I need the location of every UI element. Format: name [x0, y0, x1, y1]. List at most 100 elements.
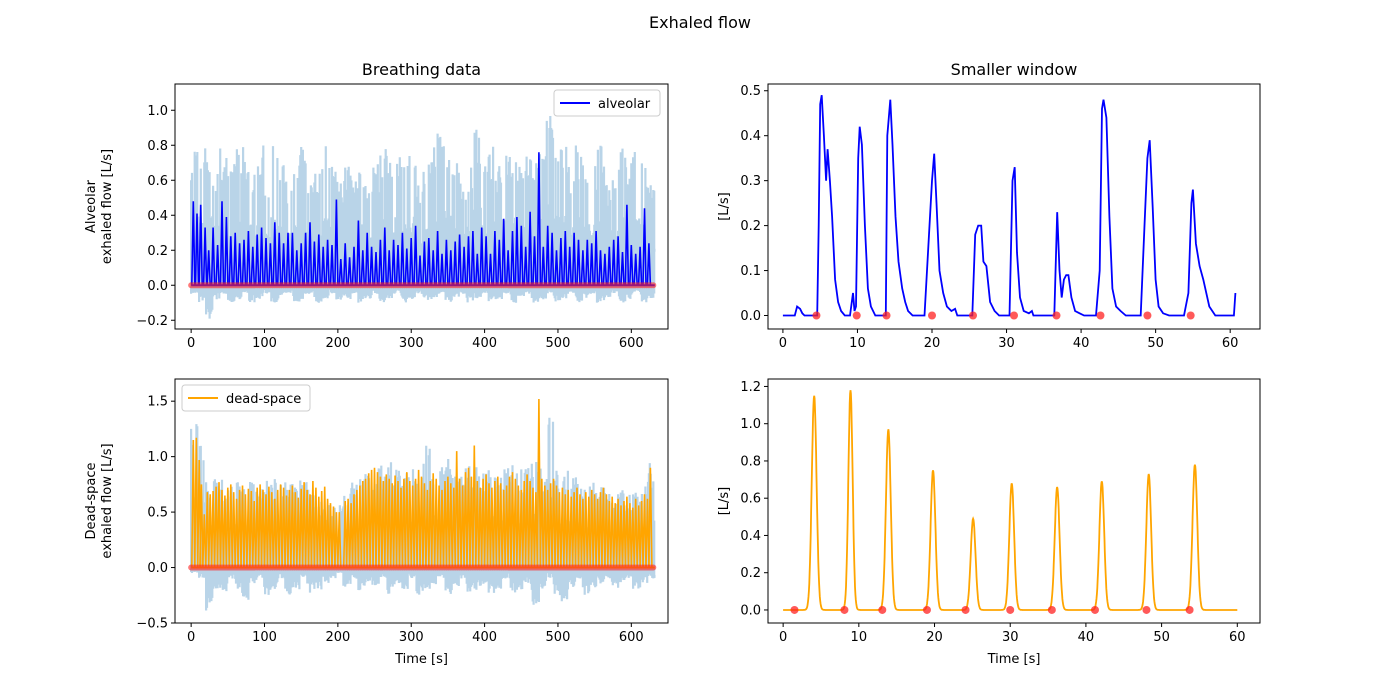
- x-tick-label: 0: [187, 630, 195, 645]
- breath-peak: [331, 506, 336, 568]
- breath-peak: [392, 475, 398, 568]
- breath-peak: [281, 487, 286, 568]
- breath-peak: [577, 494, 583, 568]
- breath-peak: [301, 482, 307, 568]
- breathing-data-dead-space-plot: 0 100 200 300 400 500 600 −0.5 0.0 0.5 1.0 1.5 Time …: [84, 378, 669, 667]
- breath-onset-marker: [928, 311, 936, 320]
- breath-peak: [389, 483, 395, 568]
- breath-peak: [269, 492, 275, 568]
- breath-peak: [360, 480, 366, 568]
- axes-frame: [174, 83, 669, 330]
- x-tick-label: 50: [1147, 336, 1164, 351]
- breath-peak: [290, 485, 295, 568]
- breath-peak: [320, 246, 326, 286]
- breath-peak: [574, 487, 580, 568]
- breath-peak: [620, 251, 625, 286]
- breath-peak: [505, 250, 511, 286]
- breath-peak: [410, 485, 415, 568]
- breath-peak: [554, 250, 559, 286]
- y-tick-label: 0.3: [740, 174, 761, 189]
- breath-peak: [384, 474, 389, 568]
- breath-peak: [548, 483, 553, 568]
- y-tick-label: 0.4: [740, 529, 761, 544]
- breath-peak: [479, 227, 484, 286]
- breath-peak: [351, 494, 357, 568]
- plot-area: [782, 95, 1237, 320]
- breath-peak: [312, 241, 317, 286]
- x-tick-label: 40: [1073, 336, 1090, 351]
- breath-peak: [276, 232, 282, 286]
- breath-peak: [480, 478, 486, 568]
- breath-peak: [417, 255, 423, 286]
- breath-peak: [589, 243, 594, 286]
- y-tick-label: 0.0: [740, 603, 761, 618]
- breath-peak: [435, 230, 440, 286]
- breath-peak: [241, 239, 247, 286]
- y-tick-label: 0.5: [740, 84, 761, 99]
- x-tick-label: 400: [472, 630, 497, 645]
- breath-peak: [313, 487, 319, 568]
- y-tick-label: −0.2: [136, 314, 168, 329]
- breath-peak: [568, 496, 574, 568]
- breath-onset-markers: [188, 282, 657, 289]
- breath-peak: [501, 218, 506, 286]
- breath-peak: [539, 478, 545, 568]
- breath-peak: [287, 489, 292, 568]
- breath-peak: [611, 239, 616, 286]
- breath-onset-marker: [812, 311, 821, 320]
- breath-peak: [445, 476, 451, 568]
- breath-peak: [510, 230, 515, 286]
- breath-peak: [498, 483, 503, 568]
- y-tick-label: 1.0: [147, 450, 168, 465]
- breath-peak: [275, 489, 280, 568]
- breath-peak: [470, 230, 476, 286]
- plot-area: [188, 398, 657, 611]
- breath-peak: [284, 495, 289, 568]
- breath-peak: [457, 234, 462, 286]
- breath-peak: [460, 485, 465, 568]
- breath-peak: [567, 246, 572, 286]
- breath-peak: [521, 480, 527, 568]
- breath-peak: [316, 234, 322, 286]
- breath-peak: [422, 483, 427, 568]
- breath-peak: [401, 478, 407, 568]
- breath-onset-marker: [961, 605, 970, 614]
- y-tick-label: 0.4: [740, 129, 761, 144]
- breath-peak: [398, 487, 404, 568]
- breath-peak: [250, 246, 256, 286]
- breath-peak: [598, 250, 603, 286]
- breath-onset-marker: [882, 311, 891, 320]
- y-tick-label: 1.0: [740, 417, 761, 432]
- breath-peak: [444, 239, 449, 286]
- breath-peak: [551, 478, 556, 568]
- y-tick-label: 1.0: [147, 104, 168, 119]
- breath-onset-marker: [790, 605, 799, 614]
- breath-peak: [545, 489, 550, 568]
- breath-onset-marker: [840, 605, 849, 614]
- breath-onset-marker: [1186, 311, 1195, 320]
- breath-peak: [576, 239, 581, 286]
- breath-peak: [206, 250, 211, 286]
- breath-peak: [542, 485, 548, 568]
- breath-peak: [298, 488, 304, 568]
- breath-peak: [231, 492, 236, 568]
- breath-peak: [536, 152, 542, 286]
- x-tick-label: 0: [779, 630, 787, 645]
- breath-peak: [338, 258, 344, 286]
- axes-frame: [767, 378, 1261, 624]
- legend: dead-space: [181, 384, 311, 412]
- breath-peak: [486, 483, 492, 568]
- breath-peak: [198, 204, 203, 286]
- x-tick-label: 40: [1078, 630, 1095, 645]
- breath-peak: [510, 472, 515, 568]
- legend-label: dead-space: [226, 392, 301, 407]
- y-axis-label: Alveolar: [84, 179, 99, 233]
- breath-peak: [545, 225, 550, 286]
- x-tick-label: 200: [325, 336, 350, 351]
- y-tick-label: 0.0: [147, 561, 168, 576]
- y-tick-label: 0.1: [740, 264, 761, 279]
- breath-peak: [560, 487, 565, 568]
- breath-peak: [541, 246, 546, 286]
- legend-label: alveolar: [598, 97, 651, 112]
- breath-peak: [293, 492, 298, 568]
